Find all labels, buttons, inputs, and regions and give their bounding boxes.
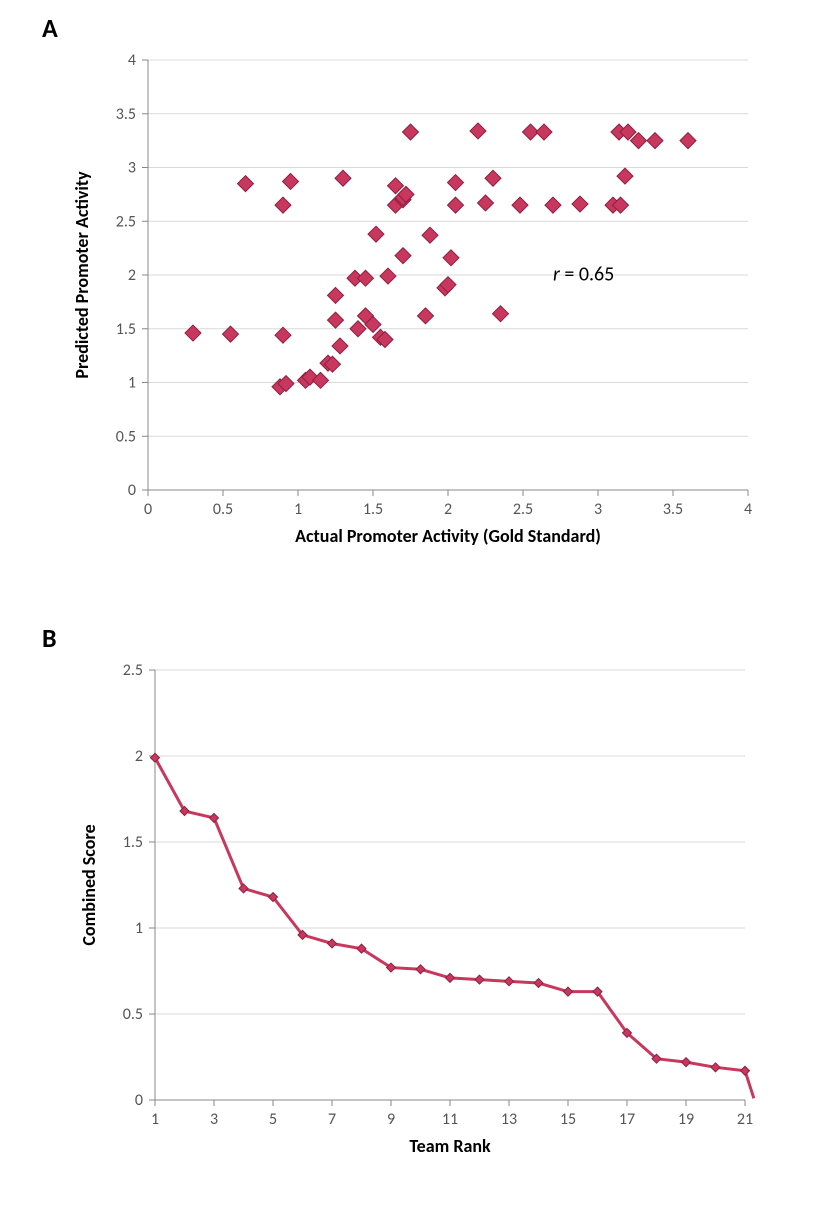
svg-text:21: 21	[737, 1110, 753, 1129]
svg-text:9: 9	[387, 1110, 395, 1129]
svg-text:2.5: 2.5	[123, 661, 143, 680]
svg-text:17: 17	[619, 1110, 635, 1129]
svg-text:0: 0	[144, 500, 152, 519]
svg-text:13: 13	[501, 1110, 517, 1129]
svg-text:1: 1	[294, 500, 302, 519]
svg-text:2: 2	[444, 500, 452, 519]
svg-text:2: 2	[135, 747, 143, 766]
svg-text:3.5: 3.5	[116, 105, 136, 124]
svg-text:0: 0	[128, 481, 136, 500]
svg-text:2.5: 2.5	[513, 500, 533, 519]
svg-text:1: 1	[151, 1110, 159, 1129]
svg-text:1.5: 1.5	[363, 500, 383, 519]
svg-text:2: 2	[128, 266, 136, 285]
svg-text:11: 11	[442, 1110, 458, 1129]
svg-text:15: 15	[560, 1110, 576, 1129]
svg-text:0.5: 0.5	[213, 500, 233, 519]
svg-text:0.5: 0.5	[123, 1005, 143, 1024]
svg-text:Combined Score: Combined Score	[78, 824, 100, 945]
svg-text:1: 1	[128, 374, 136, 393]
svg-text:4: 4	[128, 51, 136, 70]
svg-text:2.5: 2.5	[116, 212, 136, 231]
panel-a-chart: 0 0.5 1 1.5 2 2.5 3 3.5 4 0 0.5 1 1.5 2 2.5 3 3.5 4 Actual…	[0, 0, 827, 600]
svg-text:3: 3	[210, 1110, 218, 1129]
figure-container: A 00.511.522.533.5400.511.522.533.54Actu…	[0, 0, 827, 1212]
svg-text:7: 7	[328, 1110, 336, 1129]
svg-text:5: 5	[269, 1110, 277, 1129]
panel-b-chart: 1357911131517192100.511.522.5Team RankCo…	[0, 600, 827, 1212]
svg-text:r = 0.65: r = 0.65	[553, 262, 614, 286]
svg-text:3: 3	[128, 159, 136, 178]
svg-text:0: 0	[135, 1091, 143, 1110]
svg-text:19: 19	[678, 1110, 694, 1129]
svg-text:3: 3	[594, 500, 602, 519]
svg-text:Predicted Promoter Activity: Predicted Promoter Activity	[71, 171, 93, 379]
svg-text:0.5: 0.5	[116, 427, 136, 446]
svg-text:1: 1	[135, 919, 143, 938]
svg-text:4: 4	[744, 500, 752, 519]
svg-text:1.5: 1.5	[116, 320, 136, 339]
svg-text:1.5: 1.5	[123, 833, 143, 852]
svg-text:Actual Promoter Activity (Gold: Actual Promoter Activity (Gold Standard)	[295, 525, 601, 547]
svg-text:Team Rank: Team Rank	[409, 1135, 491, 1157]
svg-text:3.5: 3.5	[663, 500, 683, 519]
